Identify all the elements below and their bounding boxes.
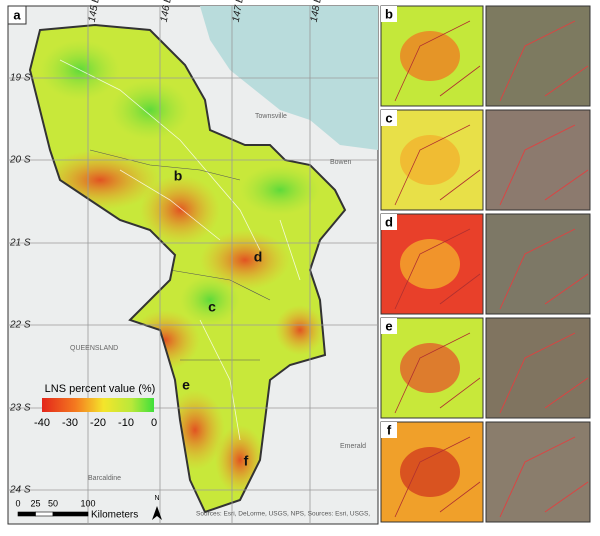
inset: c xyxy=(380,109,591,211)
north-arrow xyxy=(152,506,162,520)
panel-label: a xyxy=(13,7,21,22)
inset-label: f xyxy=(387,422,392,437)
scale-tick-label: 50 xyxy=(48,498,58,508)
region-label: f xyxy=(244,453,249,469)
inset-satellite-boundary xyxy=(499,228,589,310)
inset-hotspot xyxy=(400,135,460,185)
inset-label-box xyxy=(381,318,397,334)
latitude-label: 20 S xyxy=(9,155,31,166)
graticule xyxy=(8,6,378,524)
legend: LNS percent value (%) -40 -30 -20 -10 0 xyxy=(34,383,157,429)
place-label: Emerald xyxy=(340,443,366,450)
legend-tick-label: 0 xyxy=(151,417,157,429)
latitude-label: 21 S xyxy=(9,238,31,249)
scale-tick-label: 0 xyxy=(15,498,20,508)
inset-boundary xyxy=(394,20,481,102)
scale-bar: 0 25 50 100 Kilometers xyxy=(15,498,138,520)
longitude-label: 145 E xyxy=(87,0,102,23)
inset-satellite-boundary xyxy=(499,20,589,102)
scale-unit: Kilometers xyxy=(91,510,138,521)
color-bar xyxy=(42,398,154,412)
inset-label-box xyxy=(381,214,397,230)
inset-label: d xyxy=(385,214,393,229)
inset-satellite-boundary xyxy=(499,332,589,414)
region-label: e xyxy=(182,377,190,393)
inset-label-box xyxy=(381,110,397,126)
latitude-label: 22 S xyxy=(9,320,31,331)
scale-segment xyxy=(52,511,89,517)
legend-tick-label: -10 xyxy=(118,417,134,429)
inset-hotspot xyxy=(400,31,460,81)
inset: e xyxy=(380,317,591,419)
latitude-label: 19 S xyxy=(10,73,31,84)
place-label: Barcaldine xyxy=(88,475,121,482)
inset-boundary xyxy=(394,228,481,310)
scale-tick-label: 25 xyxy=(30,498,40,508)
inset-hotspot xyxy=(400,343,460,393)
inset-boundary xyxy=(394,436,481,518)
panel-label-box xyxy=(7,5,27,25)
inset-satellite-boundary xyxy=(499,436,589,518)
north-label: N xyxy=(154,495,159,502)
inset-boundary xyxy=(394,124,481,206)
inset-satellite-boundary xyxy=(499,124,589,206)
attribution: Sources: Esri, DeLorme, USGS, NPS, Sourc… xyxy=(196,511,370,518)
scale-tick-label: 100 xyxy=(80,498,95,508)
legend-tick-label: -30 xyxy=(62,417,78,429)
latitude-label: 24 S xyxy=(9,485,31,496)
scale-segment xyxy=(35,511,54,517)
place-label: Bowen xyxy=(330,159,352,166)
inset-label: e xyxy=(385,318,392,333)
inset-label: c xyxy=(385,110,392,125)
scale-segment xyxy=(17,511,36,517)
region-label: c xyxy=(208,299,216,315)
main-map: a xyxy=(7,5,379,525)
region-label: b xyxy=(174,168,183,184)
inset: f xyxy=(380,421,591,523)
inset: d xyxy=(380,213,591,315)
inset: b xyxy=(380,5,591,107)
place-label: QUEENSLAND xyxy=(70,345,118,352)
legend-tick-label: -20 xyxy=(90,417,106,429)
inset-hotspot xyxy=(400,447,460,497)
longitude-label: 147 E xyxy=(231,0,246,23)
region-label: d xyxy=(254,249,263,265)
inset-label: b xyxy=(385,6,393,21)
latitude-label: 23 S xyxy=(9,403,31,414)
longitude-label: 146 E xyxy=(159,0,174,23)
inset-boundary xyxy=(394,332,481,414)
place-label: Townsville xyxy=(255,113,287,120)
insets: b c d e f xyxy=(380,5,591,523)
inset-hotspot xyxy=(400,239,460,289)
legend-title: LNS percent value (%) xyxy=(45,383,156,395)
legend-tick-label: -40 xyxy=(34,417,50,429)
inset-label-box xyxy=(381,422,397,438)
longitude-label: 148 E xyxy=(309,0,324,23)
inset-label-box xyxy=(381,6,397,22)
